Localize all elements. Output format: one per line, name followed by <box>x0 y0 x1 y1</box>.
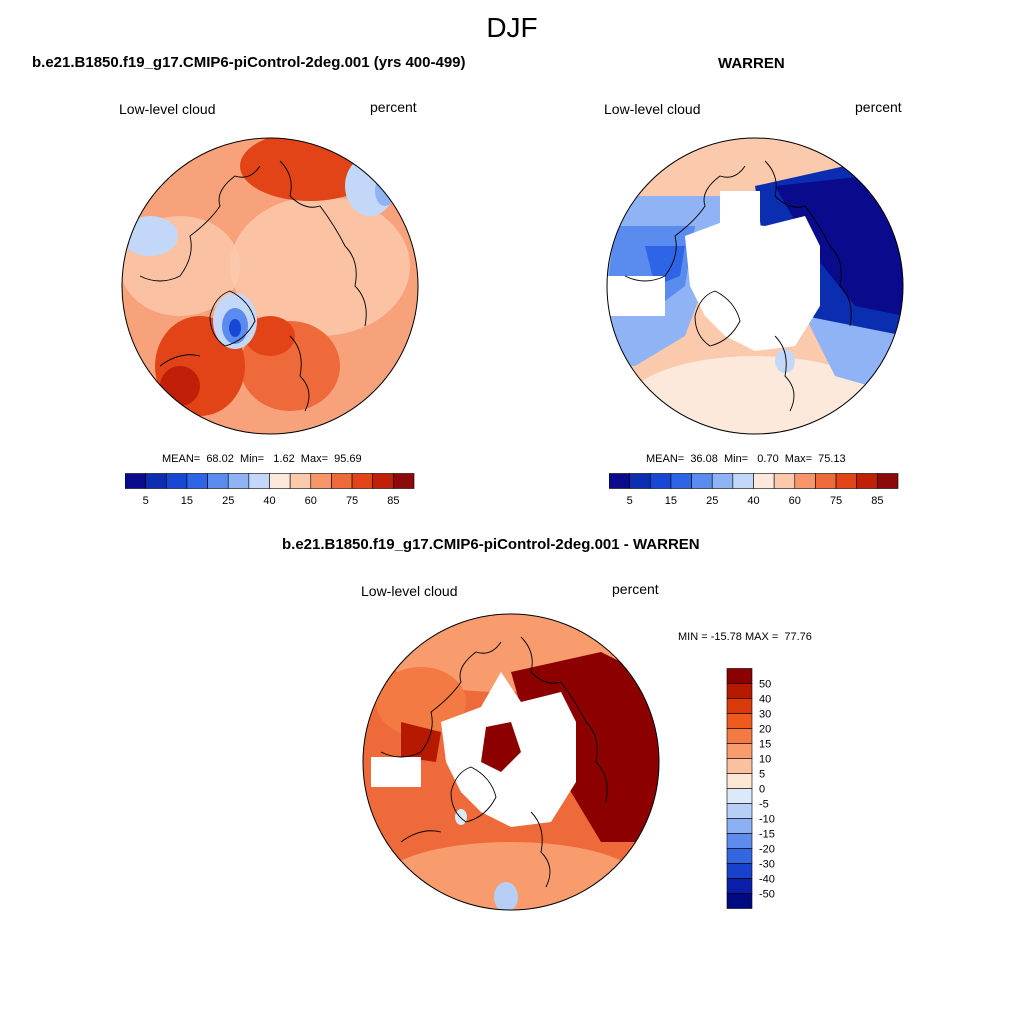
control-colorbar: 515254060758595 <box>125 473 415 507</box>
colorbar-swatch <box>145 473 167 489</box>
diff-units-label: percent <box>612 581 659 597</box>
diff-variable-label: Low-level cloud <box>361 583 458 599</box>
colorbar-swatch <box>691 473 713 489</box>
control-panel-title: b.e21.B1850.f19_g17.CMIP6-piControl-2deg… <box>32 54 466 71</box>
colorbar-tick-label: 75 <box>830 495 842 507</box>
colorbar-swatch <box>877 473 899 489</box>
colorbar-swatch <box>835 473 858 489</box>
colorbar-swatch <box>753 473 775 489</box>
colorbar-tick-label: 60 <box>305 495 317 507</box>
colorbar-tick-label: 75 <box>346 495 358 507</box>
colorbar-swatch <box>670 473 692 489</box>
colorbar-swatch <box>331 473 353 489</box>
colorbar-tick-label: 15 <box>665 495 677 507</box>
colorbar-tick-label: -5 <box>759 799 769 811</box>
colorbar-swatch <box>773 473 796 489</box>
obs-polar-map <box>606 137 904 435</box>
colorbar-tick-label: -40 <box>759 874 775 886</box>
colorbar-swatch <box>726 758 753 774</box>
colorbar-tick-label: -15 <box>759 829 775 841</box>
colorbar-swatch <box>269 473 291 489</box>
colorbar-swatch <box>726 743 753 759</box>
colorbar-swatch <box>186 473 208 489</box>
colorbar-swatch <box>207 473 229 489</box>
colorbar-tick-label: 5 <box>143 495 149 507</box>
colorbar-tick-label: 30 <box>759 709 771 721</box>
diff-polar-map <box>362 613 660 911</box>
colorbar-tick-label: 40 <box>263 495 275 507</box>
colorbar-swatch <box>856 473 878 489</box>
colorbar-tick-label: 25 <box>222 495 234 507</box>
colorbar-swatch <box>726 698 753 714</box>
colorbar-tick-label: 60 <box>789 495 801 507</box>
colorbar-swatch <box>726 728 753 744</box>
colorbar-swatch <box>609 473 630 489</box>
colorbar-swatch <box>726 833 753 849</box>
colorbar-swatch <box>726 668 753 684</box>
colorbar-tick-label: 40 <box>759 694 771 706</box>
colorbar-swatch <box>726 863 753 879</box>
colorbar-swatch <box>726 818 753 834</box>
colorbar-tick-label: -20 <box>759 844 775 856</box>
colorbar-swatch <box>711 473 734 489</box>
colorbar-tick-label: -10 <box>759 814 775 826</box>
colorbar-swatch <box>649 473 672 489</box>
colorbar-swatch <box>726 878 753 894</box>
colorbar-swatch <box>165 473 188 489</box>
colorbar-swatch <box>726 788 753 804</box>
colorbar-tick-label: 15 <box>181 495 193 507</box>
colorbar-tick-label: 20 <box>759 724 771 736</box>
colorbar-tick-label: 10 <box>759 754 771 766</box>
colorbar-tick-label: 5 <box>627 495 633 507</box>
control-stats: MEAN= 68.02 Min= 1.62 Max= 95.69 <box>162 453 362 465</box>
page-title: DJF <box>486 12 538 43</box>
colorbar-swatch <box>248 473 270 489</box>
obs-stats: MEAN= 36.08 Min= 0.70 Max= 75.13 <box>646 453 846 465</box>
colorbar-swatch <box>227 473 250 489</box>
colorbar-swatch <box>726 683 753 699</box>
colorbar-swatch <box>351 473 374 489</box>
obs-panel-title: WARREN <box>718 55 785 72</box>
colorbar-tick-label: -50 <box>759 889 775 901</box>
colorbar-swatch <box>815 473 837 489</box>
colorbar-swatch <box>310 473 332 489</box>
colorbar-swatch <box>726 713 753 729</box>
colorbar-tick-label: 85 <box>387 495 399 507</box>
diff-panel-title: b.e21.B1850.f19_g17.CMIP6-piControl-2deg… <box>282 536 700 553</box>
obs-variable-label: Low-level cloud <box>604 101 701 117</box>
colorbar-swatch <box>794 473 816 489</box>
colorbar-tick-label: 0 <box>759 784 765 796</box>
colorbar-swatch <box>289 473 312 489</box>
control-units-label: percent <box>370 99 417 115</box>
colorbar-swatch <box>726 803 753 819</box>
colorbar-swatch <box>726 773 753 789</box>
colorbar-tick-label: -30 <box>759 859 775 871</box>
colorbar-swatch <box>125 473 146 489</box>
colorbar-tick-label: 85 <box>871 495 883 507</box>
colorbar-tick-label: 15 <box>759 739 771 751</box>
colorbar-tick-label: 50 <box>759 679 771 691</box>
colorbar-tick-label: 5 <box>759 769 765 781</box>
colorbar-swatch <box>629 473 651 489</box>
colorbar-tick-label: 40 <box>747 495 759 507</box>
obs-units-label: percent <box>855 99 902 115</box>
obs-colorbar: 515254060758595 <box>609 473 899 507</box>
colorbar-swatch <box>726 893 753 909</box>
control-polar-map <box>121 137 419 435</box>
colorbar-swatch <box>732 473 754 489</box>
diff-minmax: MIN = -15.78 MAX = 77.76 <box>678 631 812 643</box>
colorbar-tick-label: 25 <box>706 495 718 507</box>
colorbar-swatch <box>726 848 753 864</box>
control-variable-label: Low-level cloud <box>119 101 216 117</box>
colorbar-swatch <box>372 473 394 489</box>
colorbar-swatch <box>393 473 415 489</box>
